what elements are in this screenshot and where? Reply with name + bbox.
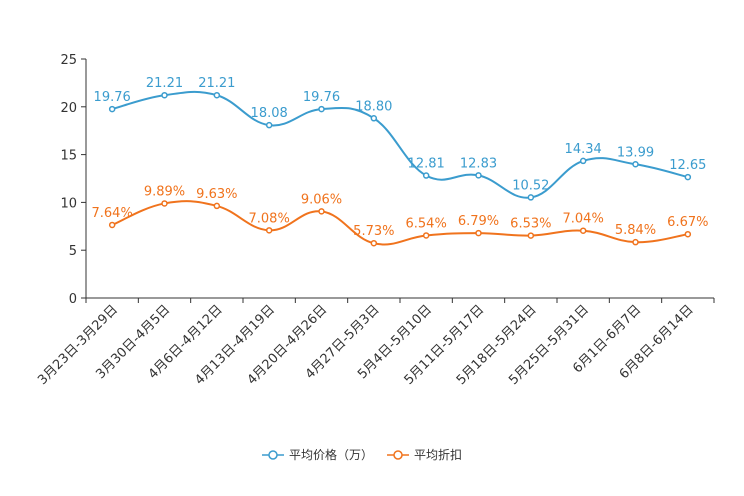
data-label: 6.79% xyxy=(458,214,499,229)
data-label: 21.21 xyxy=(198,76,235,91)
legend-label: 平均折扣 xyxy=(414,447,462,462)
legend-item-1[interactable]: 平均价格（万） xyxy=(262,447,373,462)
data-point[interactable] xyxy=(684,230,692,238)
data-label: 5.84% xyxy=(615,223,656,238)
data-label: 6.54% xyxy=(406,216,447,231)
legend-label: 平均价格（万） xyxy=(289,447,373,462)
data-point[interactable] xyxy=(108,105,116,113)
data-point[interactable] xyxy=(370,115,378,122)
data-point[interactable] xyxy=(370,239,378,247)
y-tick-label: 25 xyxy=(60,53,77,68)
data-label: 7.04% xyxy=(563,212,604,227)
series-layer: 19.76 21.21 21.21 18.08 19.76 18.80 12.81 12.83… xyxy=(92,76,708,247)
data-point[interactable] xyxy=(422,232,430,239)
data-label: 6.67% xyxy=(667,215,708,230)
data-label: 19.76 xyxy=(94,90,131,105)
y-tick-label: 20 xyxy=(60,101,77,116)
legend[interactable]: 平均价格（万） 平均折扣 xyxy=(262,447,462,462)
data-point[interactable] xyxy=(161,200,168,207)
data-label: 7.64% xyxy=(92,206,133,221)
data-label: 9.89% xyxy=(144,184,185,199)
data-point[interactable] xyxy=(422,172,430,179)
data-point[interactable] xyxy=(579,157,587,165)
legend-item-2[interactable]: 平均折扣 xyxy=(387,447,462,462)
data-label: 7.08% xyxy=(249,211,290,226)
data-point[interactable] xyxy=(161,91,168,99)
data-point[interactable] xyxy=(579,227,587,234)
data-label: 5.73% xyxy=(353,224,394,239)
data-label: 12.81 xyxy=(408,157,445,172)
y-tick-label: 5 xyxy=(69,244,77,259)
data-point[interactable] xyxy=(265,227,273,234)
data-point[interactable] xyxy=(265,121,273,129)
data-label: 6.53% xyxy=(510,217,551,232)
series-1: 19.76 21.21 21.21 18.08 19.76 18.80 12.81 12.83… xyxy=(94,76,706,201)
data-label: 9.06% xyxy=(301,192,342,207)
y-tick-label: 10 xyxy=(60,196,77,211)
data-point[interactable] xyxy=(318,105,325,113)
data-point[interactable] xyxy=(318,208,325,215)
y-tick-label: 15 xyxy=(60,149,77,164)
data-label: 10.52 xyxy=(512,178,549,193)
data-point[interactable] xyxy=(684,173,692,181)
data-label: 19.76 xyxy=(303,90,340,105)
data-point[interactable] xyxy=(632,238,639,246)
data-point[interactable] xyxy=(632,161,639,168)
data-point[interactable] xyxy=(475,229,482,237)
data-point[interactable] xyxy=(213,202,221,210)
legend-swatch-marker xyxy=(268,450,278,460)
data-label: 12.83 xyxy=(460,156,497,171)
data-label: 9.63% xyxy=(196,187,237,202)
data-label: 18.08 xyxy=(251,106,288,121)
series-2: 7.64% 9.89% 9.63% 7.08% 9.06% 5.73% 6.54% 6.79%… xyxy=(92,184,708,247)
data-point[interactable] xyxy=(527,232,535,239)
data-label: 21.21 xyxy=(146,76,183,91)
data-point[interactable] xyxy=(527,194,535,201)
y-tick-label: 0 xyxy=(69,292,77,307)
data-label: 18.80 xyxy=(355,99,392,114)
data-label: 13.99 xyxy=(617,145,654,160)
data-point[interactable] xyxy=(108,221,116,229)
data-label: 12.65 xyxy=(669,158,706,173)
data-point[interactable] xyxy=(475,172,482,179)
legend-swatch-marker xyxy=(393,450,403,460)
data-point[interactable] xyxy=(213,91,221,99)
data-label: 14.34 xyxy=(565,142,602,157)
